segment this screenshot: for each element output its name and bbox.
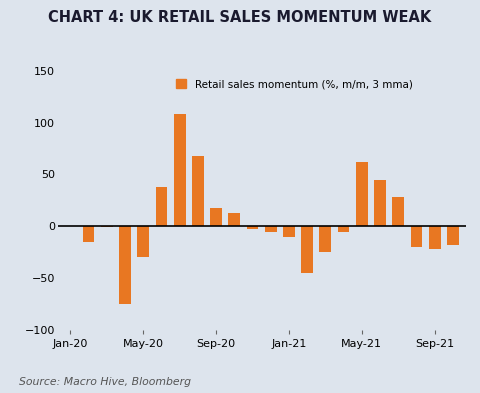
Bar (337, 226, 349, 231)
Bar (265, 226, 276, 231)
Text: Source: Macro Hive, Bloomberg: Source: Macro Hive, Bloomberg (19, 377, 191, 387)
Bar (319, 226, 331, 252)
Bar (228, 213, 240, 226)
Bar (210, 208, 222, 226)
Bar (429, 226, 441, 249)
Bar (101, 226, 113, 228)
Text: CHART 4: UK RETAIL SALES MOMENTUM WEAK: CHART 4: UK RETAIL SALES MOMENTUM WEAK (48, 10, 432, 25)
Bar (119, 226, 131, 304)
Bar (192, 156, 204, 226)
Bar (374, 180, 386, 226)
Bar (247, 226, 258, 230)
Bar (137, 226, 149, 257)
Bar (301, 226, 313, 273)
Bar (174, 114, 186, 226)
Bar (283, 226, 295, 237)
Bar (410, 226, 422, 247)
Bar (156, 187, 168, 226)
Bar (83, 226, 95, 242)
Bar (356, 162, 368, 226)
Bar (392, 197, 404, 226)
Legend: Retail sales momentum (%, m/m, 3 mma): Retail sales momentum (%, m/m, 3 mma) (173, 76, 416, 92)
Bar (447, 226, 459, 245)
